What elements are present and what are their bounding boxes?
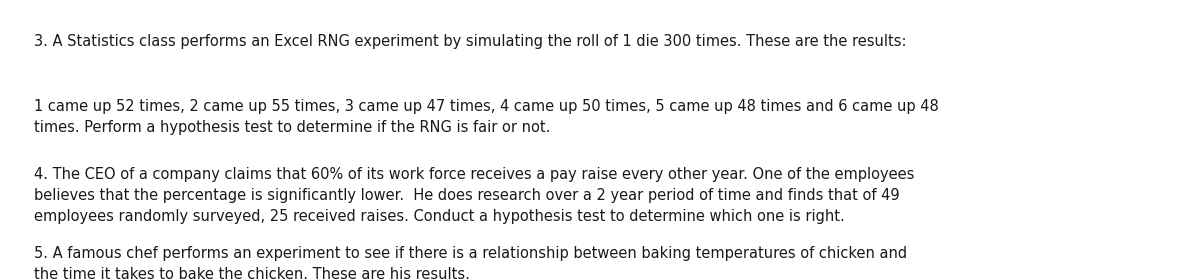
Text: 5. A famous chef performs an experiment to see if there is a relationship betwee: 5. A famous chef performs an experiment …	[34, 246, 907, 280]
Text: 3. A Statistics class performs an Excel RNG experiment by simulating the roll of: 3. A Statistics class performs an Excel …	[34, 34, 906, 49]
Text: 1 came up 52 times, 2 came up 55 times, 3 came up 47 times, 4 came up 50 times, : 1 came up 52 times, 2 came up 55 times, …	[34, 99, 938, 136]
Text: 4. The CEO of a company claims that 60% of its work force receives a pay raise e: 4. The CEO of a company claims that 60% …	[34, 167, 914, 224]
